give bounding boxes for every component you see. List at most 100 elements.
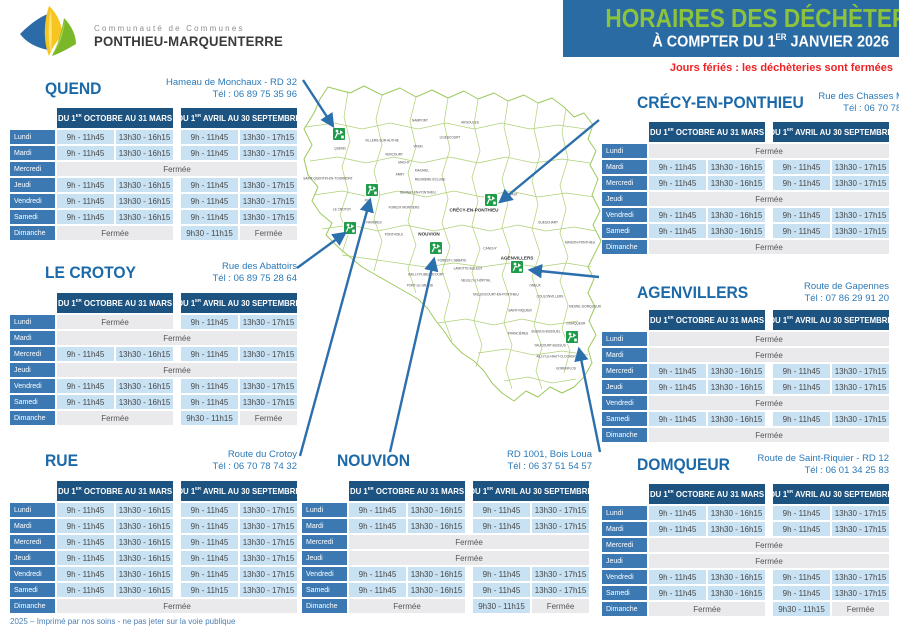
season-header-label: DU 1ER AVRIL AU 30 SEPTEMBRE [177, 113, 301, 123]
season-header: DU 1ER OCTOBRE AU 31 MARS [349, 481, 465, 501]
map-commune-label: CANCHY [483, 246, 497, 251]
season-header-label: DU 1ER OCTOBRE AU 31 MARS [57, 486, 173, 496]
time-cell: 13h30 - 16h15 [708, 208, 765, 222]
decheterie-icon-nouvion [429, 241, 443, 255]
day-label: Mercredi [10, 535, 55, 549]
time-cell: 13h30 - 16h15 [116, 178, 173, 192]
season-header: DU 1ER AVRIL AU 30 SEPTEMBRE [769, 484, 893, 504]
station-nouvion: NOUVION RD 1001, Bois Loua Tél : 06 37 51 … [302, 446, 593, 613]
season-header-label: DU 1ER AVRIL AU 30 SEPTEMBRE [177, 486, 301, 496]
closed-cell: Fermée [649, 144, 889, 158]
day-label: Dimanche [602, 602, 647, 616]
time-cell: 9h - 11h45 [57, 130, 114, 144]
day-label: Mercredi [602, 538, 647, 552]
time-cell: 13h30 - 17h15 [832, 412, 889, 426]
banner-title: HORAIRES DES DÉCHÈTERIES [605, 3, 899, 33]
station-address-agenvillers: Route de Gapennes Tél : 07 86 29 91 20 [804, 281, 889, 306]
season-header: DU 1ER OCTOBRE AU 31 MARS [57, 108, 173, 128]
time-cell: 9h30 - 11h15 [773, 602, 830, 616]
time-cell: 9h - 11h45 [349, 583, 406, 597]
station-address-crecy: Rue des Chasses MaréesTél : 06 70 78 74 … [818, 91, 899, 116]
time-cell: 9h - 11h45 [181, 347, 238, 361]
map-commune-label: ONEUX [529, 283, 541, 288]
time-cell: 9h - 11h45 [181, 146, 238, 160]
time-cell: 13h30 - 17h15 [240, 395, 297, 409]
closed-cell: Fermée [649, 348, 889, 362]
time-cell: 9h - 11h45 [473, 567, 530, 581]
time-cell: 9h - 11h45 [773, 412, 830, 426]
time-cell: 9h - 11h45 [349, 519, 406, 533]
closed-cell: Fermée [532, 599, 589, 613]
station-crecy: CRÉCY-EN-PONTHIEU Rue des Chasses MaréesT… [602, 88, 899, 254]
time-cell: 13h30 - 16h15 [116, 194, 173, 208]
day-label: Lundi [602, 144, 647, 158]
closed-cell: Fermée [649, 240, 889, 254]
time-cell: 13h30 - 16h15 [408, 567, 465, 581]
season-header-label: DU 1ER AVRIL AU 30 SEPTEMBRE [769, 315, 893, 325]
time-cell: 13h30 - 17h15 [240, 347, 297, 361]
schedule-table-lecrotoy: DU 1ER OCTOBRE AU 31 MARS DU 1ER AVRIL AU… [10, 293, 301, 425]
address-line: Rue des Abattoirs [222, 261, 297, 272]
day-label: Samedi [602, 586, 647, 600]
map-commune-label: MAISON-PONTHIEU [564, 240, 596, 245]
time-cell: 13h30 - 16h15 [116, 146, 173, 160]
time-cell: 9h - 11h45 [181, 551, 238, 565]
schedule-table-agenvillers: DU 1ER OCTOBRE AU 31 MARS DU 1ER AVRIL AU… [602, 310, 893, 442]
time-cell: 13h30 - 17h15 [240, 315, 297, 329]
time-cell: 13h30 - 17h15 [832, 522, 889, 536]
day-label: Vendredi [602, 570, 647, 584]
map-commune-label: LE CROTOY [332, 207, 352, 212]
day-label: Jeudi [302, 551, 347, 565]
map-commune-label: FRANCIÈRES [507, 331, 529, 336]
station-header: QUEND Hameau de Monchaux - RD 32 Tél : 06 … [10, 74, 297, 108]
season-header: DU 1ER AVRIL AU 30 SEPTEMBRE [177, 108, 301, 128]
season-header: DU 1ER OCTOBRE AU 31 MARS [649, 310, 765, 330]
time-cell: 13h30 - 17h15 [240, 194, 297, 208]
time-cell: 13h30 - 16h15 [708, 176, 765, 190]
station-title-domqueur: DOMQUEUR [637, 455, 730, 474]
time-cell: 9h - 11h45 [57, 551, 114, 565]
time-cell: 9h - 11h45 [57, 567, 114, 581]
station-address-lecrotoy: Rue des Abattoirs Tél : 06 89 75 28 64 [212, 261, 297, 286]
closed-cell: Fermée [57, 411, 173, 425]
season-header: DU 1ER AVRIL AU 30 SEPTEMBRE [769, 122, 893, 142]
time-cell: 9h - 11h45 [473, 503, 530, 517]
time-cell: 9h - 11h15 [181, 583, 238, 597]
schedule-table-quend: DU 1ER OCTOBRE AU 31 MARS DU 1ER AVRIL AU… [10, 108, 301, 240]
day-label: Mercredi [10, 347, 55, 361]
season-header: DU 1ER OCTOBRE AU 31 MARS [57, 293, 173, 313]
address-line: Route du Crotoy [227, 449, 297, 460]
time-cell: 13h30 - 17h15 [240, 535, 297, 549]
map-commune-label: GORENFLOS [555, 366, 577, 371]
time-cell: 9h - 11h45 [773, 380, 830, 394]
day-label: Mercredi [10, 162, 55, 176]
time-cell: 9h - 11h45 [773, 176, 830, 190]
station-title-crecy: CRÉCY-EN-PONTHIEU [637, 93, 804, 112]
day-label: Vendredi [302, 567, 347, 581]
station-header: LE CROTOY Rue des Abattoirs Tél : 06 89 75… [10, 258, 297, 293]
day-label: Mardi [10, 146, 55, 160]
closed-cell: Fermée [57, 363, 297, 377]
time-cell: 13h30 - 16h15 [116, 379, 173, 393]
day-label: Dimanche [602, 240, 647, 254]
map-commune-label: ARRY [395, 172, 405, 177]
map-commune-label: LAMOTTE-BULEUX [453, 266, 483, 271]
time-cell: 9h - 11h45 [181, 395, 238, 409]
time-cell: 13h30 - 16h15 [708, 586, 765, 600]
day-label: Samedi [10, 583, 55, 597]
day-label: Dimanche [302, 599, 347, 613]
season-header: DU 1ER AVRIL AU 30 SEPTEMBRE [177, 481, 301, 501]
day-label: Vendredi [602, 208, 647, 222]
day-label: Mardi [602, 348, 647, 362]
closed-cell: Fermée [649, 538, 889, 552]
time-cell: 9h - 11h45 [57, 210, 114, 224]
time-cell: 13h30 - 16h15 [116, 130, 173, 144]
time-cell: 9h - 11h45 [649, 380, 706, 394]
time-cell: 9h - 11h45 [649, 412, 706, 426]
map-commune-label: SAINT-RIQUIER [508, 308, 532, 313]
closed-cell: Fermée [57, 226, 173, 240]
time-cell: 13h30 - 16h15 [116, 210, 173, 224]
season-header: DU 1ER OCTOBRE AU 31 MARS [649, 484, 765, 504]
time-cell: 9h - 11h45 [57, 379, 114, 393]
logo: Communauté de Communes PONTHIEU-MARQUENT… [18, 4, 295, 60]
